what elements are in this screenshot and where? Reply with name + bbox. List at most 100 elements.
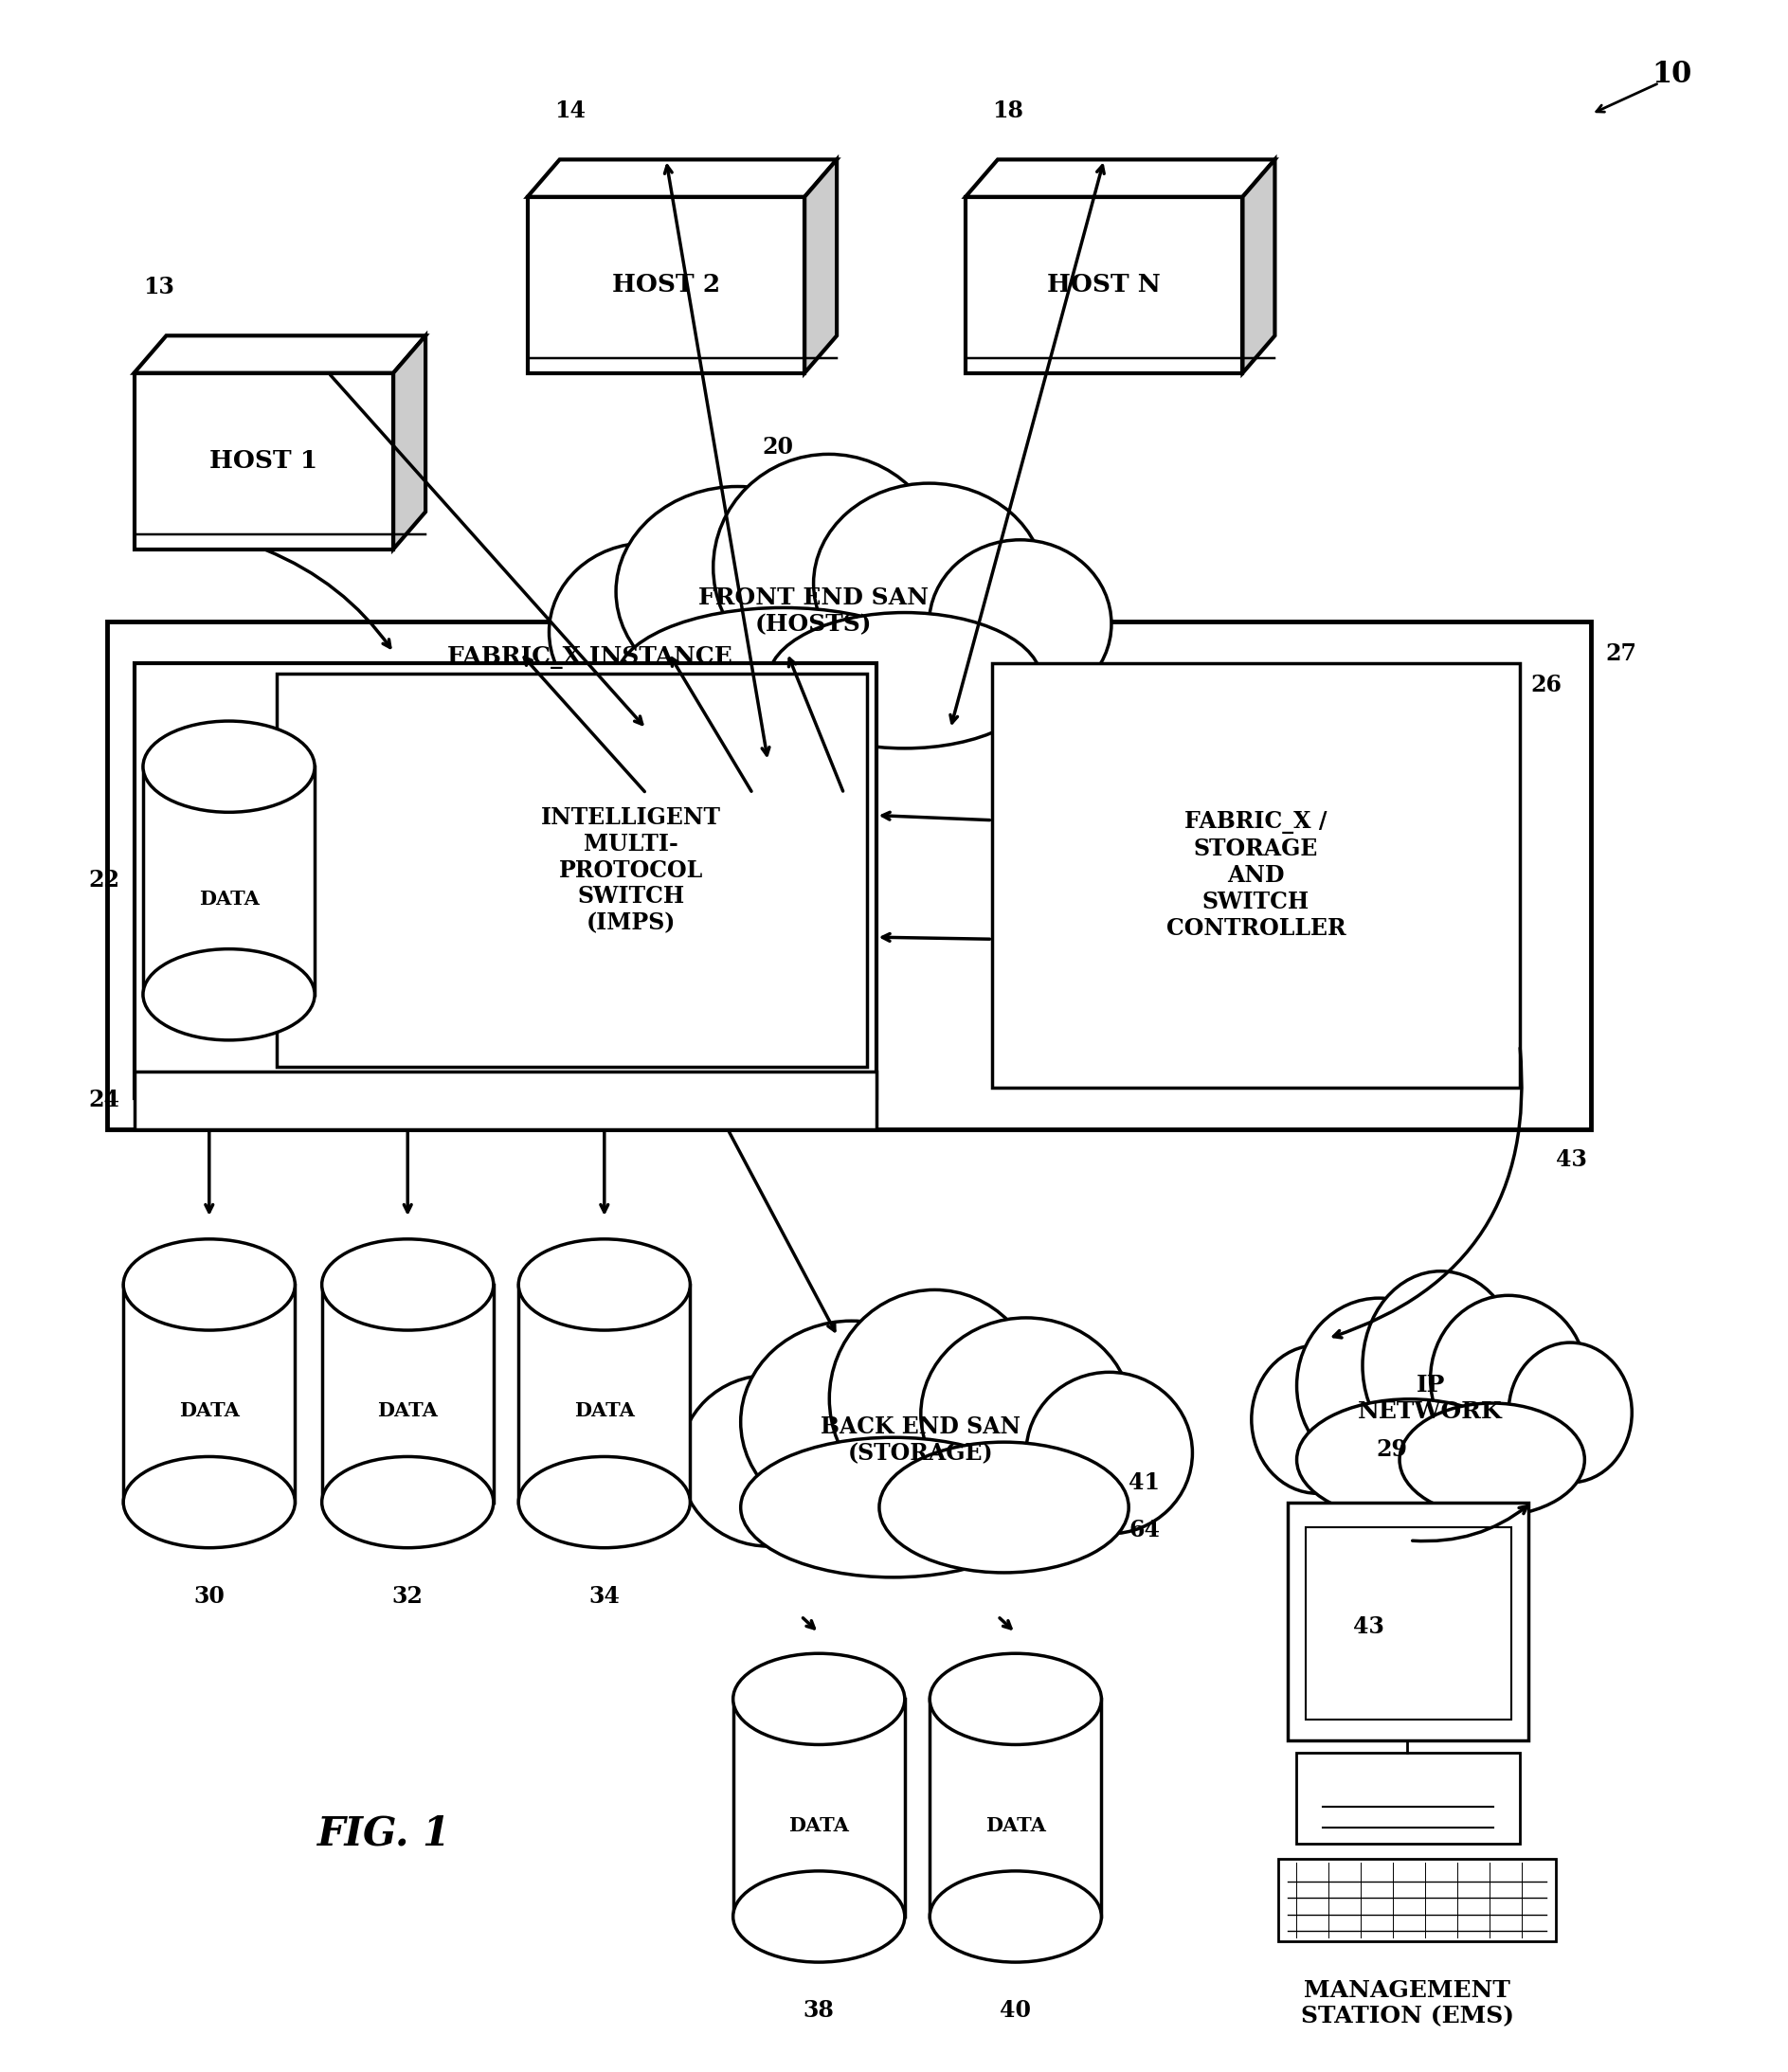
Ellipse shape <box>615 487 860 696</box>
Text: DATA: DATA <box>377 1401 438 1419</box>
Text: DATA: DATA <box>985 1815 1046 1834</box>
Text: 43: 43 <box>1556 1148 1586 1171</box>
Polygon shape <box>930 1699 1101 1917</box>
Ellipse shape <box>733 1653 905 1745</box>
Ellipse shape <box>1252 1345 1384 1494</box>
Polygon shape <box>1243 160 1275 373</box>
Ellipse shape <box>615 607 951 754</box>
Polygon shape <box>123 1285 295 1502</box>
Ellipse shape <box>1400 1403 1584 1517</box>
Text: 43: 43 <box>1354 1616 1384 1637</box>
Text: 29: 29 <box>1377 1438 1407 1461</box>
Ellipse shape <box>322 1457 493 1548</box>
Polygon shape <box>805 160 837 373</box>
Ellipse shape <box>830 1289 1041 1508</box>
Ellipse shape <box>921 1318 1132 1510</box>
Text: 32: 32 <box>392 1585 424 1608</box>
Ellipse shape <box>930 1871 1101 1962</box>
Text: MANAGEMENT
STATION (EMS): MANAGEMENT STATION (EMS) <box>1300 1979 1514 2028</box>
Text: 38: 38 <box>803 1999 835 2022</box>
Ellipse shape <box>930 541 1112 709</box>
Polygon shape <box>519 1285 690 1502</box>
Ellipse shape <box>1430 1295 1586 1463</box>
Ellipse shape <box>549 543 744 721</box>
Polygon shape <box>134 373 393 549</box>
Ellipse shape <box>769 613 1041 748</box>
Text: 27: 27 <box>1606 642 1636 665</box>
Text: FABRIC_X INSTANCE: FABRIC_X INSTANCE <box>447 646 733 669</box>
Text: 13: 13 <box>143 276 173 298</box>
Text: FRONT END SAN
(HOSTS): FRONT END SAN (HOSTS) <box>699 586 928 636</box>
Text: 18: 18 <box>992 99 1023 122</box>
Ellipse shape <box>1362 1270 1518 1459</box>
Text: FIG. 1: FIG. 1 <box>318 1813 451 1854</box>
Ellipse shape <box>1430 1295 1586 1463</box>
Text: 64: 64 <box>1128 1519 1160 1542</box>
Ellipse shape <box>519 1239 690 1330</box>
Ellipse shape <box>1026 1372 1193 1533</box>
Polygon shape <box>527 197 805 373</box>
Polygon shape <box>143 767 315 995</box>
Ellipse shape <box>1296 1297 1461 1473</box>
Ellipse shape <box>921 1318 1132 1510</box>
Ellipse shape <box>740 1438 1046 1577</box>
Ellipse shape <box>322 1239 493 1330</box>
Polygon shape <box>966 197 1243 373</box>
Text: 24: 24 <box>89 1090 120 1111</box>
Ellipse shape <box>1509 1343 1632 1484</box>
Ellipse shape <box>679 1376 856 1546</box>
Text: DATA: DATA <box>179 1401 240 1419</box>
Text: 14: 14 <box>554 99 585 122</box>
Polygon shape <box>107 622 1591 1129</box>
Text: 34: 34 <box>588 1585 620 1608</box>
Polygon shape <box>1296 1753 1520 1844</box>
Text: 10: 10 <box>1652 60 1691 89</box>
Ellipse shape <box>549 543 744 721</box>
Ellipse shape <box>1252 1345 1384 1494</box>
Polygon shape <box>527 160 837 197</box>
Ellipse shape <box>880 1442 1128 1573</box>
Polygon shape <box>1305 1527 1511 1720</box>
Ellipse shape <box>713 454 944 680</box>
Ellipse shape <box>1296 1399 1523 1521</box>
Ellipse shape <box>679 1376 856 1546</box>
Text: DATA: DATA <box>574 1401 635 1419</box>
Ellipse shape <box>713 454 944 680</box>
Polygon shape <box>966 160 1275 197</box>
Ellipse shape <box>740 1322 962 1523</box>
Ellipse shape <box>123 1239 295 1330</box>
Polygon shape <box>1278 1859 1556 1941</box>
Ellipse shape <box>733 1871 905 1962</box>
Polygon shape <box>393 336 426 549</box>
Ellipse shape <box>814 483 1044 684</box>
Text: 30: 30 <box>193 1585 225 1608</box>
Ellipse shape <box>143 721 315 812</box>
Text: BACK END SAN
(STORAGE): BACK END SAN (STORAGE) <box>821 1415 1021 1465</box>
Polygon shape <box>1287 1502 1529 1740</box>
Ellipse shape <box>1296 1297 1461 1473</box>
Ellipse shape <box>880 1442 1128 1573</box>
Text: 20: 20 <box>762 437 794 460</box>
Text: IP
NETWORK: IP NETWORK <box>1359 1374 1502 1423</box>
Text: DATA: DATA <box>198 889 259 908</box>
Ellipse shape <box>519 1457 690 1548</box>
Text: 41: 41 <box>1128 1471 1160 1494</box>
Text: DATA: DATA <box>789 1815 849 1834</box>
Text: 26: 26 <box>1531 673 1561 696</box>
Text: 22: 22 <box>89 870 120 891</box>
Ellipse shape <box>930 1653 1101 1745</box>
Polygon shape <box>322 1285 493 1502</box>
Ellipse shape <box>740 1438 1046 1577</box>
Ellipse shape <box>740 1322 962 1523</box>
Text: HOST 1: HOST 1 <box>209 450 318 472</box>
Ellipse shape <box>615 607 951 754</box>
Ellipse shape <box>930 541 1112 709</box>
Ellipse shape <box>1296 1399 1523 1521</box>
Ellipse shape <box>769 613 1041 748</box>
Ellipse shape <box>123 1457 295 1548</box>
Text: INTELLIGENT
MULTI-
PROTOCOL
SWITCH
(IMPS): INTELLIGENT MULTI- PROTOCOL SWITCH (IMPS… <box>542 806 721 934</box>
Polygon shape <box>277 673 867 1067</box>
Ellipse shape <box>1400 1403 1584 1517</box>
Polygon shape <box>134 1071 876 1129</box>
Ellipse shape <box>615 487 860 696</box>
